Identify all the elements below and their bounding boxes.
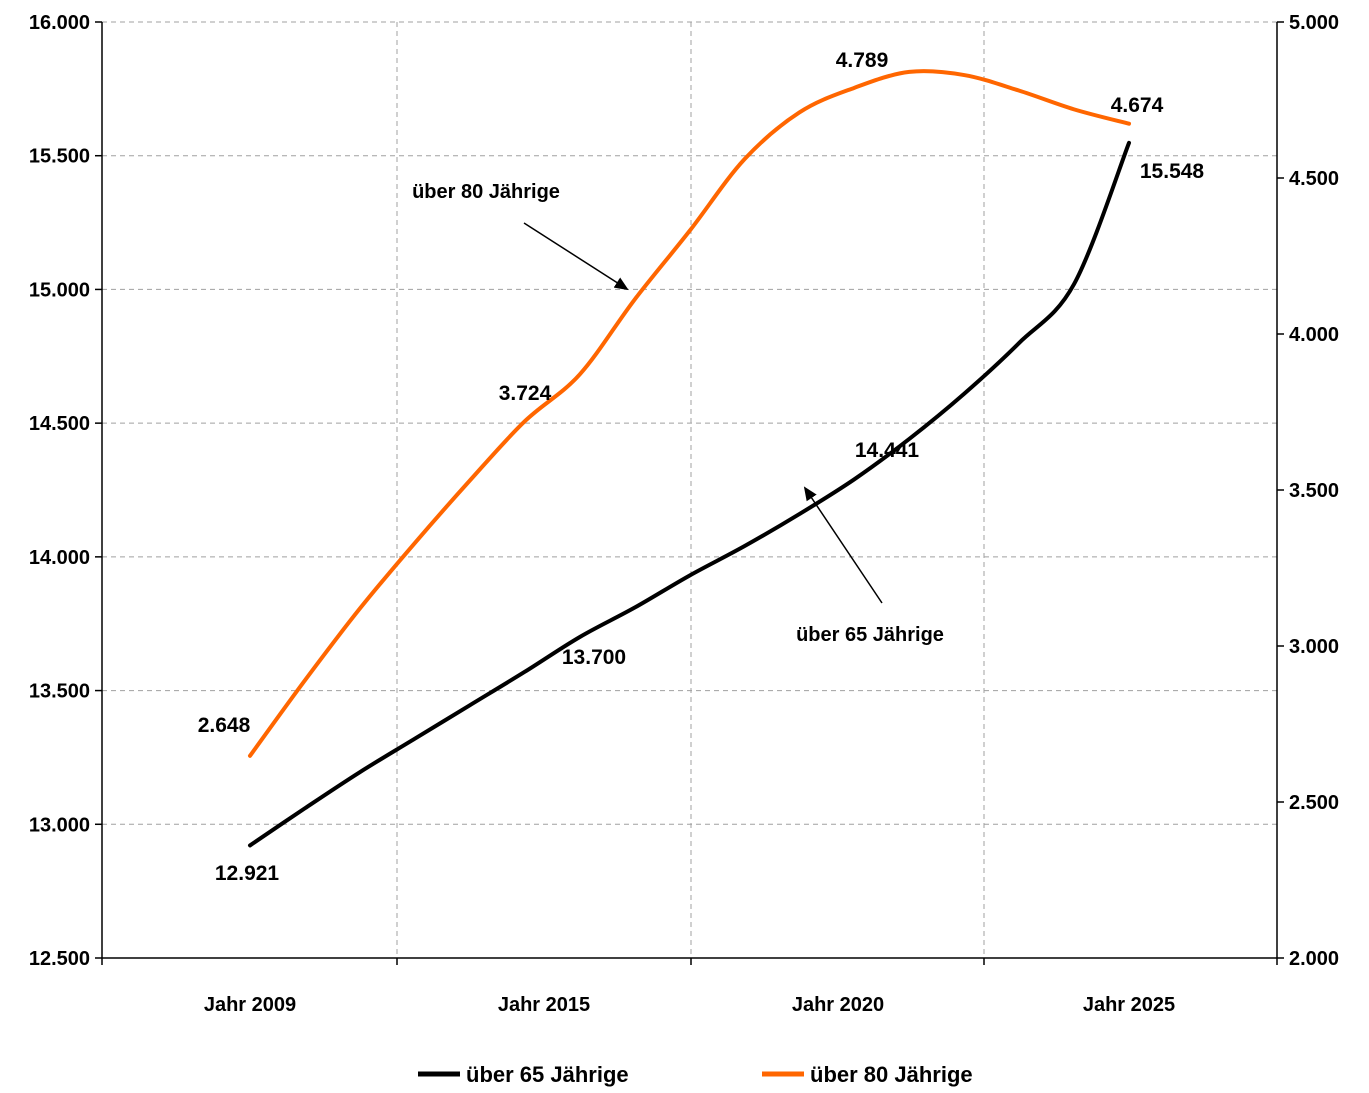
annotation-label: über 80 Jährige <box>412 181 560 203</box>
data-labels: 12.921 13.700 14.441 15.548 2.648 3.724 4.789 4… <box>198 49 1205 885</box>
axes: 12.500 13.000 13.500 14.000 14.500 15.000 15.5… <box>29 12 1339 1016</box>
right-axis-tick-label: 5.000 <box>1289 12 1339 34</box>
series-line-ueber-80 <box>248 69 1131 758</box>
data-label: 15.548 <box>1140 160 1205 183</box>
legend-item[interactable]: über 65 Jährige <box>418 1062 629 1087</box>
data-label: 12.921 <box>215 862 280 885</box>
data-label: 2.648 <box>198 714 251 737</box>
right-axis-tick-label: 4.000 <box>1289 324 1339 346</box>
left-axis-tick-label: 13.000 <box>29 814 90 836</box>
annotations: über 80 Jährige über 65 Jährige <box>412 181 944 646</box>
series-line-ueber-65 <box>248 140 1131 848</box>
left-axis-tick-label: 15.500 <box>29 146 90 168</box>
left-axis-tick-label: 15.000 <box>29 279 90 301</box>
series-lines <box>248 69 1131 848</box>
data-label: 14.441 <box>855 439 920 462</box>
data-label: 4.674 <box>1111 94 1164 117</box>
left-axis-tick-label: 13.500 <box>29 681 90 703</box>
legend-label: über 65 Jährige <box>466 1062 629 1087</box>
legend-item[interactable]: über 80 Jährige <box>762 1062 973 1087</box>
right-axis-tick-label: 3.000 <box>1289 636 1339 658</box>
annotation-arrow <box>523 222 629 291</box>
left-axis-tick-label: 12.500 <box>29 948 90 970</box>
left-axis-tick-label: 16.000 <box>29 12 90 34</box>
x-axis-category-label: Jahr 2015 <box>498 994 590 1016</box>
left-axis-tick-label: 14.000 <box>29 547 90 569</box>
right-axis-tick-label: 2.000 <box>1289 948 1339 970</box>
data-label: 3.724 <box>499 382 552 405</box>
legend[interactable]: über 65 Jährige über 80 Jährige <box>418 1062 973 1087</box>
data-label: 13.700 <box>562 646 626 669</box>
right-axis-tick-label: 3.500 <box>1289 480 1339 502</box>
grid <box>102 21 1277 958</box>
legend-label: über 80 Jährige <box>810 1062 973 1087</box>
x-axis-category-label: Jahr 2009 <box>204 994 296 1016</box>
data-label: 4.789 <box>836 49 889 72</box>
x-axis-category-label: Jahr 2020 <box>792 994 884 1016</box>
right-axis-tick-label: 4.500 <box>1289 168 1339 190</box>
right-axis-tick-label: 2.500 <box>1289 792 1339 814</box>
left-axis-tick-label: 14.500 <box>29 413 90 435</box>
annotation-label: über 65 Jährige <box>796 624 944 646</box>
x-axis-category-label: Jahr 2025 <box>1083 994 1175 1016</box>
annotation-arrow <box>803 486 883 604</box>
